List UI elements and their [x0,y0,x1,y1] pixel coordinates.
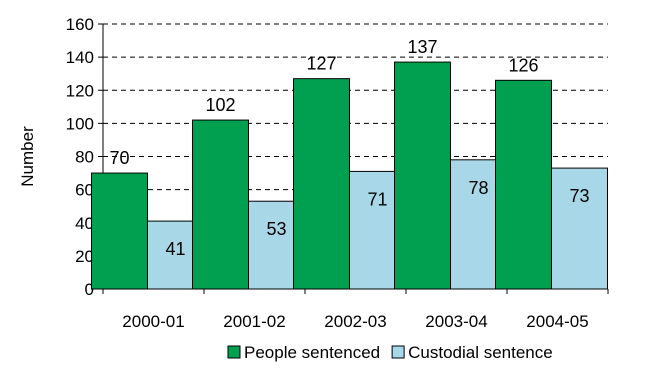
y-tick-label: 160 [66,15,94,34]
data-label: 78 [468,178,488,198]
y-tick-label: 140 [66,48,94,67]
legend-label: Custodial sentence [408,343,553,362]
legend: People sentenced Custodial sentence [227,343,553,362]
x-tick-label: 2000-01 [122,312,184,331]
x-tick-label: 2003-04 [425,312,487,331]
legend-swatch [227,345,241,359]
bar-people-sentenced [91,172,148,290]
x-tick-label: 2002-03 [324,312,386,331]
x-tick-label: 2001-02 [223,312,285,331]
x-tick-label: 2004-05 [526,312,588,331]
data-label: 73 [569,186,589,206]
data-label: 53 [266,219,286,239]
data-label: 71 [367,189,387,209]
data-label: 127 [306,54,336,74]
data-label: 137 [407,37,437,57]
data-label: 70 [109,148,129,168]
bar-people-sentenced [192,119,249,290]
bars: 70 41 102 53 127 71 137 78 126 73 [91,37,608,290]
data-label: 41 [165,239,185,259]
legend-swatch [391,345,405,359]
y-axis-label: Number [18,126,37,187]
y-tick-label: 0 [85,280,94,299]
y-tick-label: 20 [75,247,94,266]
bar-people-sentenced [394,61,451,290]
y-tick-label: 80 [75,148,94,167]
y-tick-label: 100 [66,114,94,133]
y-tick-label: 60 [75,181,94,200]
data-label: 102 [205,95,235,115]
data-label: 126 [508,55,538,75]
legend-label: People sentenced [244,343,380,362]
bar-people-sentenced [293,78,350,290]
y-tick-label: 120 [66,81,94,100]
bar-people-sentenced [495,79,552,290]
x-axis: 2000-01 2001-02 2002-03 2003-04 2004-05 [102,288,609,331]
y-tick-label: 40 [75,214,94,233]
